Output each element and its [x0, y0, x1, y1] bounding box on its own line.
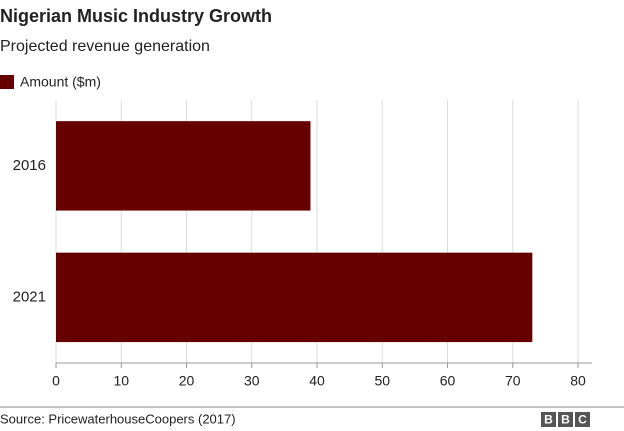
source: Source: PricewaterhouseCoopers (2017): [0, 411, 236, 426]
logo-box: [558, 412, 573, 427]
logo-letter: C: [578, 413, 587, 427]
x-tick-label: 50: [374, 373, 390, 389]
x-tick-label: 80: [570, 373, 586, 389]
logo-box: [575, 412, 590, 427]
legend-swatch: [0, 75, 14, 89]
x-tick-label: 40: [309, 373, 325, 389]
legend-label: Amount ($m): [20, 74, 101, 90]
logo-letter: B: [561, 413, 570, 427]
x-tick-label: 20: [179, 373, 195, 389]
y-tick-label: 2021: [13, 288, 46, 305]
bar: [56, 121, 311, 211]
chart-title: Nigerian Music Industry Growth: [0, 6, 272, 26]
x-tick-label: 10: [113, 373, 129, 389]
y-tick-label: 2016: [13, 157, 46, 174]
logo-letter: B: [544, 413, 553, 427]
x-tick-label: 60: [440, 373, 456, 389]
chart-subtitle: Projected revenue generation: [0, 38, 210, 55]
x-tick-label: 30: [244, 373, 260, 389]
x-tick-label: 0: [52, 373, 60, 389]
logo-box: [541, 412, 556, 427]
bar: [56, 252, 533, 343]
x-tick-label: 70: [505, 373, 521, 389]
